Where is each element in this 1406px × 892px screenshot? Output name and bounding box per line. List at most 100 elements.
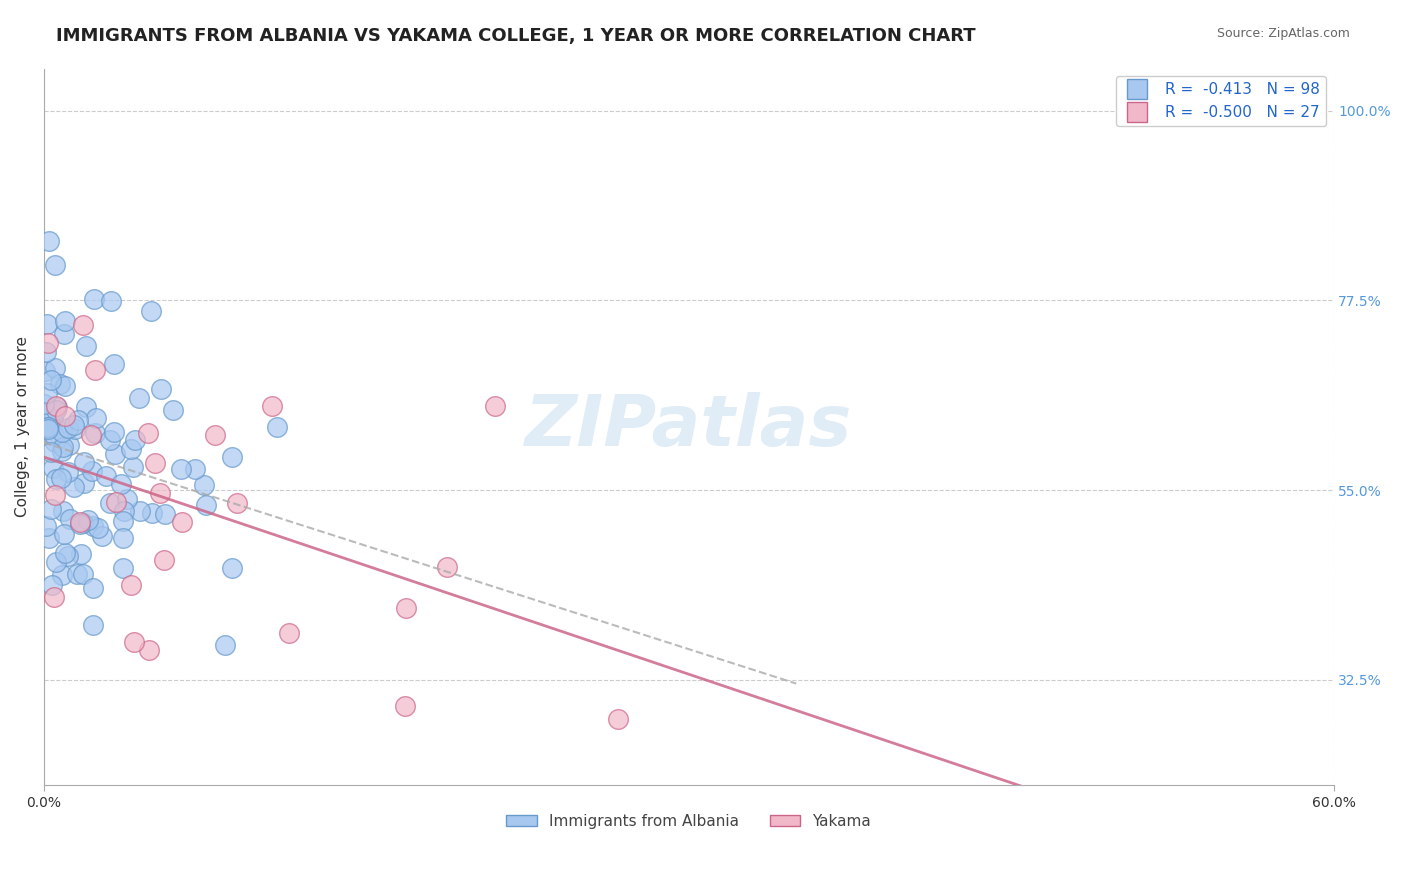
Point [121,460,143,475]
Point [193,478,215,492]
Point [37,422,59,436]
Point [55,545,77,559]
Point [75,339,97,353]
Text: Source: ZipAtlas.com: Source: ZipAtlas.com [1216,27,1350,40]
Point [44,361,66,376]
Point [226,496,249,510]
Point [56,421,79,435]
Point [44,258,66,272]
Point [44,591,66,605]
Point [436,560,458,574]
Point [86,411,108,425]
Point [72,516,94,530]
Point [266,420,288,434]
Point [91,529,114,543]
Point [150,383,173,397]
Point [51,425,73,439]
Point [260,399,283,413]
Point [221,561,243,575]
Point [115,492,138,507]
Point [53,378,76,392]
Point [221,450,243,464]
Point [72,566,94,581]
Point [37,420,59,434]
Point [45,399,67,413]
Point [69,515,91,529]
Point [105,495,128,509]
Point [49,377,72,392]
Point [124,635,146,649]
Point [72,455,94,469]
Point [112,504,135,518]
Point [39,373,62,387]
Point [110,476,132,491]
Point [128,504,150,518]
Point [37,386,59,401]
Point [38,532,60,546]
Point [63,421,86,435]
Point [149,486,172,500]
Point [112,560,135,574]
Point [120,442,142,457]
Point [214,638,236,652]
Point [484,399,506,413]
Point [44,434,66,449]
Point [607,712,630,726]
Point [34,364,56,378]
Point [75,400,97,414]
Point [52,504,75,518]
Point [69,547,91,561]
Point [41,578,63,592]
Point [72,318,94,333]
Point [37,336,59,351]
Point [82,581,104,595]
Text: ZIPatlas: ZIPatlas [524,392,852,461]
Point [52,326,75,341]
Y-axis label: College, 1 year or more: College, 1 year or more [15,336,30,517]
Point [138,642,160,657]
Point [38,235,60,249]
Point [42,412,65,426]
Point [128,391,150,405]
Point [112,514,135,528]
Text: IMMIGRANTS FROM ALBANIA VS YAKAMA COLLEGE, 1 YEAR OR MORE CORRELATION CHART: IMMIGRANTS FROM ALBANIA VS YAKAMA COLLEG… [56,27,976,45]
Point [87,521,110,535]
Point [80,428,103,442]
Point [104,447,127,461]
Point [170,461,193,475]
Point [124,434,146,448]
Point [59,512,82,526]
Point [65,566,87,581]
Point [98,433,121,447]
Point [35,345,58,359]
Point [56,549,79,564]
Point [136,426,159,441]
Point [63,417,86,432]
Point [58,438,80,452]
Legend: Immigrants from Albania, Yakama: Immigrants from Albania, Yakama [501,807,877,835]
Point [37,419,59,434]
Point [162,402,184,417]
Point [120,578,142,592]
Point [51,567,73,582]
Point [141,506,163,520]
Point [58,466,80,480]
Point [41,420,63,434]
Point [153,507,176,521]
Point [183,462,205,476]
Point [277,626,299,640]
Point [32,397,55,411]
Point [83,425,105,440]
Point [55,409,77,423]
Point [42,428,65,442]
Point [45,400,67,414]
Point [39,502,62,516]
Point [52,440,75,454]
Point [103,425,125,440]
Point [103,357,125,371]
Point [49,471,72,485]
Point [39,445,62,459]
Point [44,488,66,502]
Point [84,363,107,377]
Point [394,699,416,714]
